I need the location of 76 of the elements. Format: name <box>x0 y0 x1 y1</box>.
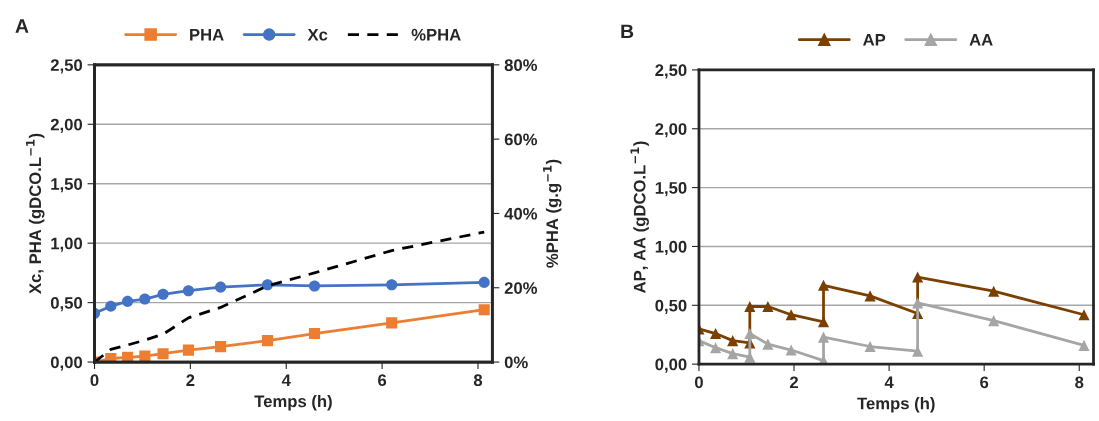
y-tick-label: 2,00 <box>50 118 83 133</box>
y-tick-label: 0,50 <box>50 297 83 312</box>
y-axis-title: Xc, PHA (gDCO.L$^{−1}$) <box>26 133 45 294</box>
x-tick-label: 0 <box>694 376 703 389</box>
y-axis-title: AP, AA (gDCO.L$^{−1}$) <box>630 141 649 294</box>
point <box>478 304 490 316</box>
y-tick-label: 1,50 <box>51 178 83 193</box>
point <box>386 279 398 291</box>
point <box>182 285 195 297</box>
point <box>988 285 1000 297</box>
point <box>988 315 1000 327</box>
point <box>864 290 876 302</box>
point <box>785 344 797 356</box>
y-tick-label: 2,00 <box>655 123 687 138</box>
point <box>912 271 924 283</box>
point <box>1078 339 1090 351</box>
point <box>215 341 227 353</box>
x-axis-title: Temps (h) <box>254 394 332 411</box>
point <box>762 300 774 313</box>
y2-tick-label: 0% <box>504 356 528 369</box>
x-tick-label: 4 <box>884 376 894 389</box>
legend-label: Xc <box>307 28 328 41</box>
y-tick-label: 1,00 <box>655 240 687 256</box>
point <box>744 328 756 340</box>
y2-axis-title: %PHA (g.g$^{−1}$) <box>543 159 562 268</box>
point <box>386 317 398 329</box>
point <box>139 293 151 305</box>
x-tick-label: 2 <box>186 374 195 386</box>
y2-tick-label: 80% <box>504 59 538 72</box>
y-tick-label: 0,00 <box>50 356 83 371</box>
point <box>1078 309 1090 321</box>
legend-label: AP <box>863 34 886 46</box>
point <box>157 348 169 360</box>
x-tick-label: 8 <box>473 374 483 387</box>
chart-title: A <box>15 19 29 33</box>
point <box>478 276 490 288</box>
chart-title: B <box>621 24 634 39</box>
point <box>727 335 739 347</box>
point <box>261 279 274 291</box>
point <box>215 281 227 293</box>
point <box>762 338 774 350</box>
point <box>308 280 321 292</box>
x-tick-label: 0 <box>90 374 99 387</box>
point <box>182 344 195 356</box>
point <box>912 297 924 309</box>
point <box>105 300 117 312</box>
y-tick-label: 2,50 <box>655 64 687 79</box>
point <box>817 331 830 343</box>
y-tick-label: 1,50 <box>655 182 687 197</box>
point <box>864 340 876 353</box>
point <box>157 288 169 300</box>
point <box>710 328 722 340</box>
x-axis-title: Temps (h) <box>857 397 935 413</box>
x-tick-label: 8 <box>1075 376 1084 389</box>
point <box>122 295 134 307</box>
y-tick-label: 0,50 <box>655 299 687 314</box>
point <box>817 279 830 291</box>
y-tick-label: 0,00 <box>655 358 687 373</box>
y2-tick-label: 20% <box>504 282 538 294</box>
point <box>308 327 321 340</box>
legend-label: %PHA <box>411 28 461 41</box>
x-tick-label: 4 <box>281 374 291 386</box>
x-tick-label: 2 <box>789 376 798 389</box>
y-tick-label: 2,50 <box>50 59 83 74</box>
point <box>727 348 739 360</box>
point <box>261 335 274 347</box>
point <box>744 300 756 313</box>
point <box>710 342 722 354</box>
y2-tick-label: 40% <box>504 207 538 220</box>
x-tick-label: 6 <box>378 374 387 387</box>
y-tick-label: 1,00 <box>51 237 83 252</box>
line-series <box>94 230 486 363</box>
legend-label: AA <box>969 34 993 46</box>
y2-tick-label: 60% <box>504 133 538 146</box>
x-tick-label: 6 <box>980 376 989 389</box>
legend-label: PHA <box>190 28 224 41</box>
